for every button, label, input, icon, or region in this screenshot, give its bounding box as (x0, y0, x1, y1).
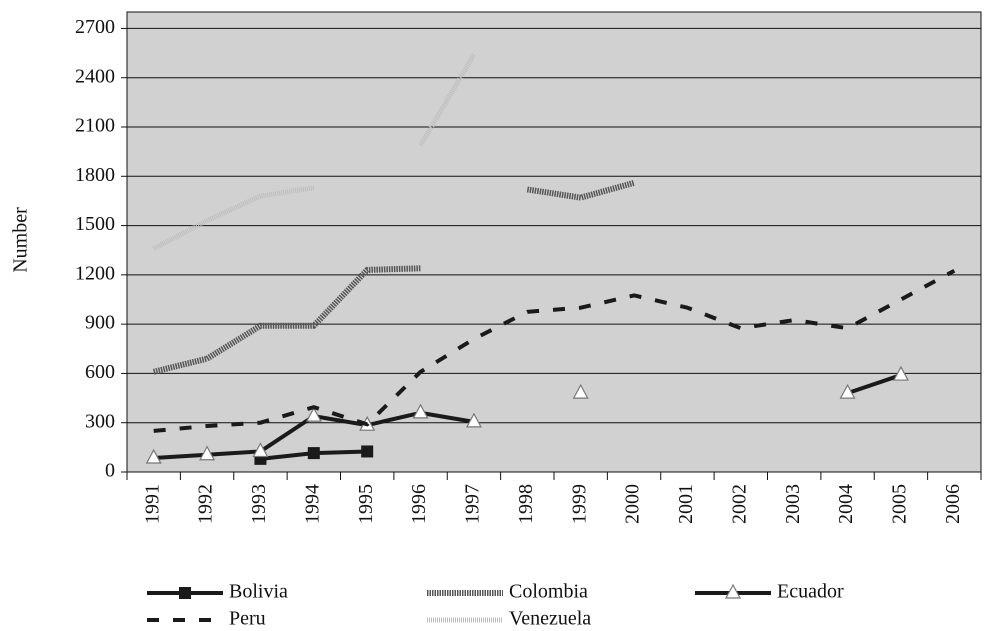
plot-area (126, 11, 982, 473)
x-tick-label: 2002 (728, 484, 750, 524)
y-tick-label: 2400 (75, 65, 115, 87)
x-tick-label: 1991 (141, 484, 163, 524)
x-tick-label: 2004 (835, 484, 857, 524)
series-marker (572, 383, 589, 399)
x-tick-label: 2000 (622, 484, 644, 524)
series-line (153, 268, 956, 433)
x-tick-label: 2005 (889, 484, 911, 524)
x-tick-label: 2006 (942, 484, 964, 524)
y-tick-label: 2700 (75, 16, 115, 38)
series-marker (199, 445, 216, 461)
x-tick-label: 2003 (782, 484, 804, 524)
legend-label: Peru (229, 608, 266, 630)
x-tick-label: 1999 (568, 484, 590, 524)
series-marker (465, 412, 482, 428)
legend-label: Bolivia (229, 581, 288, 603)
series-marker (361, 445, 374, 458)
legend-label: Venezuela (509, 608, 591, 630)
series-marker (839, 383, 856, 399)
x-tick-label: 1994 (301, 484, 323, 524)
x-tick-label: 1995 (355, 484, 377, 524)
y-tick-label: 1800 (75, 164, 115, 186)
y-tick-label: 900 (85, 312, 115, 334)
y-tick-label: 2100 (75, 115, 115, 137)
y-axis-label: Number (10, 207, 32, 273)
legend-marker (724, 583, 742, 599)
legend-label: Ecuador (777, 581, 844, 603)
series-marker (252, 442, 269, 458)
x-tick-label: 2001 (675, 484, 697, 524)
x-tick-label: 1997 (462, 484, 484, 524)
x-tick-label: 1998 (515, 484, 537, 524)
series-marker (305, 406, 322, 422)
y-tick-label: 1500 (75, 213, 115, 235)
y-tick-label: 600 (85, 361, 115, 383)
series-marker (145, 448, 162, 464)
y-tick-label: 1200 (75, 262, 115, 284)
x-tick-label: 1992 (195, 484, 217, 524)
y-tick-label: 300 (85, 410, 115, 432)
series-line (152, 179, 635, 375)
legend-label: Colombia (509, 581, 588, 603)
series-marker (412, 403, 429, 419)
y-tick-label: 0 (105, 460, 115, 482)
x-tick-label: 1996 (408, 484, 430, 524)
series-marker (307, 447, 320, 460)
legend-marker (179, 587, 191, 599)
x-tick-label: 1993 (248, 484, 270, 524)
series-line (152, 53, 477, 251)
series-marker (892, 365, 909, 381)
